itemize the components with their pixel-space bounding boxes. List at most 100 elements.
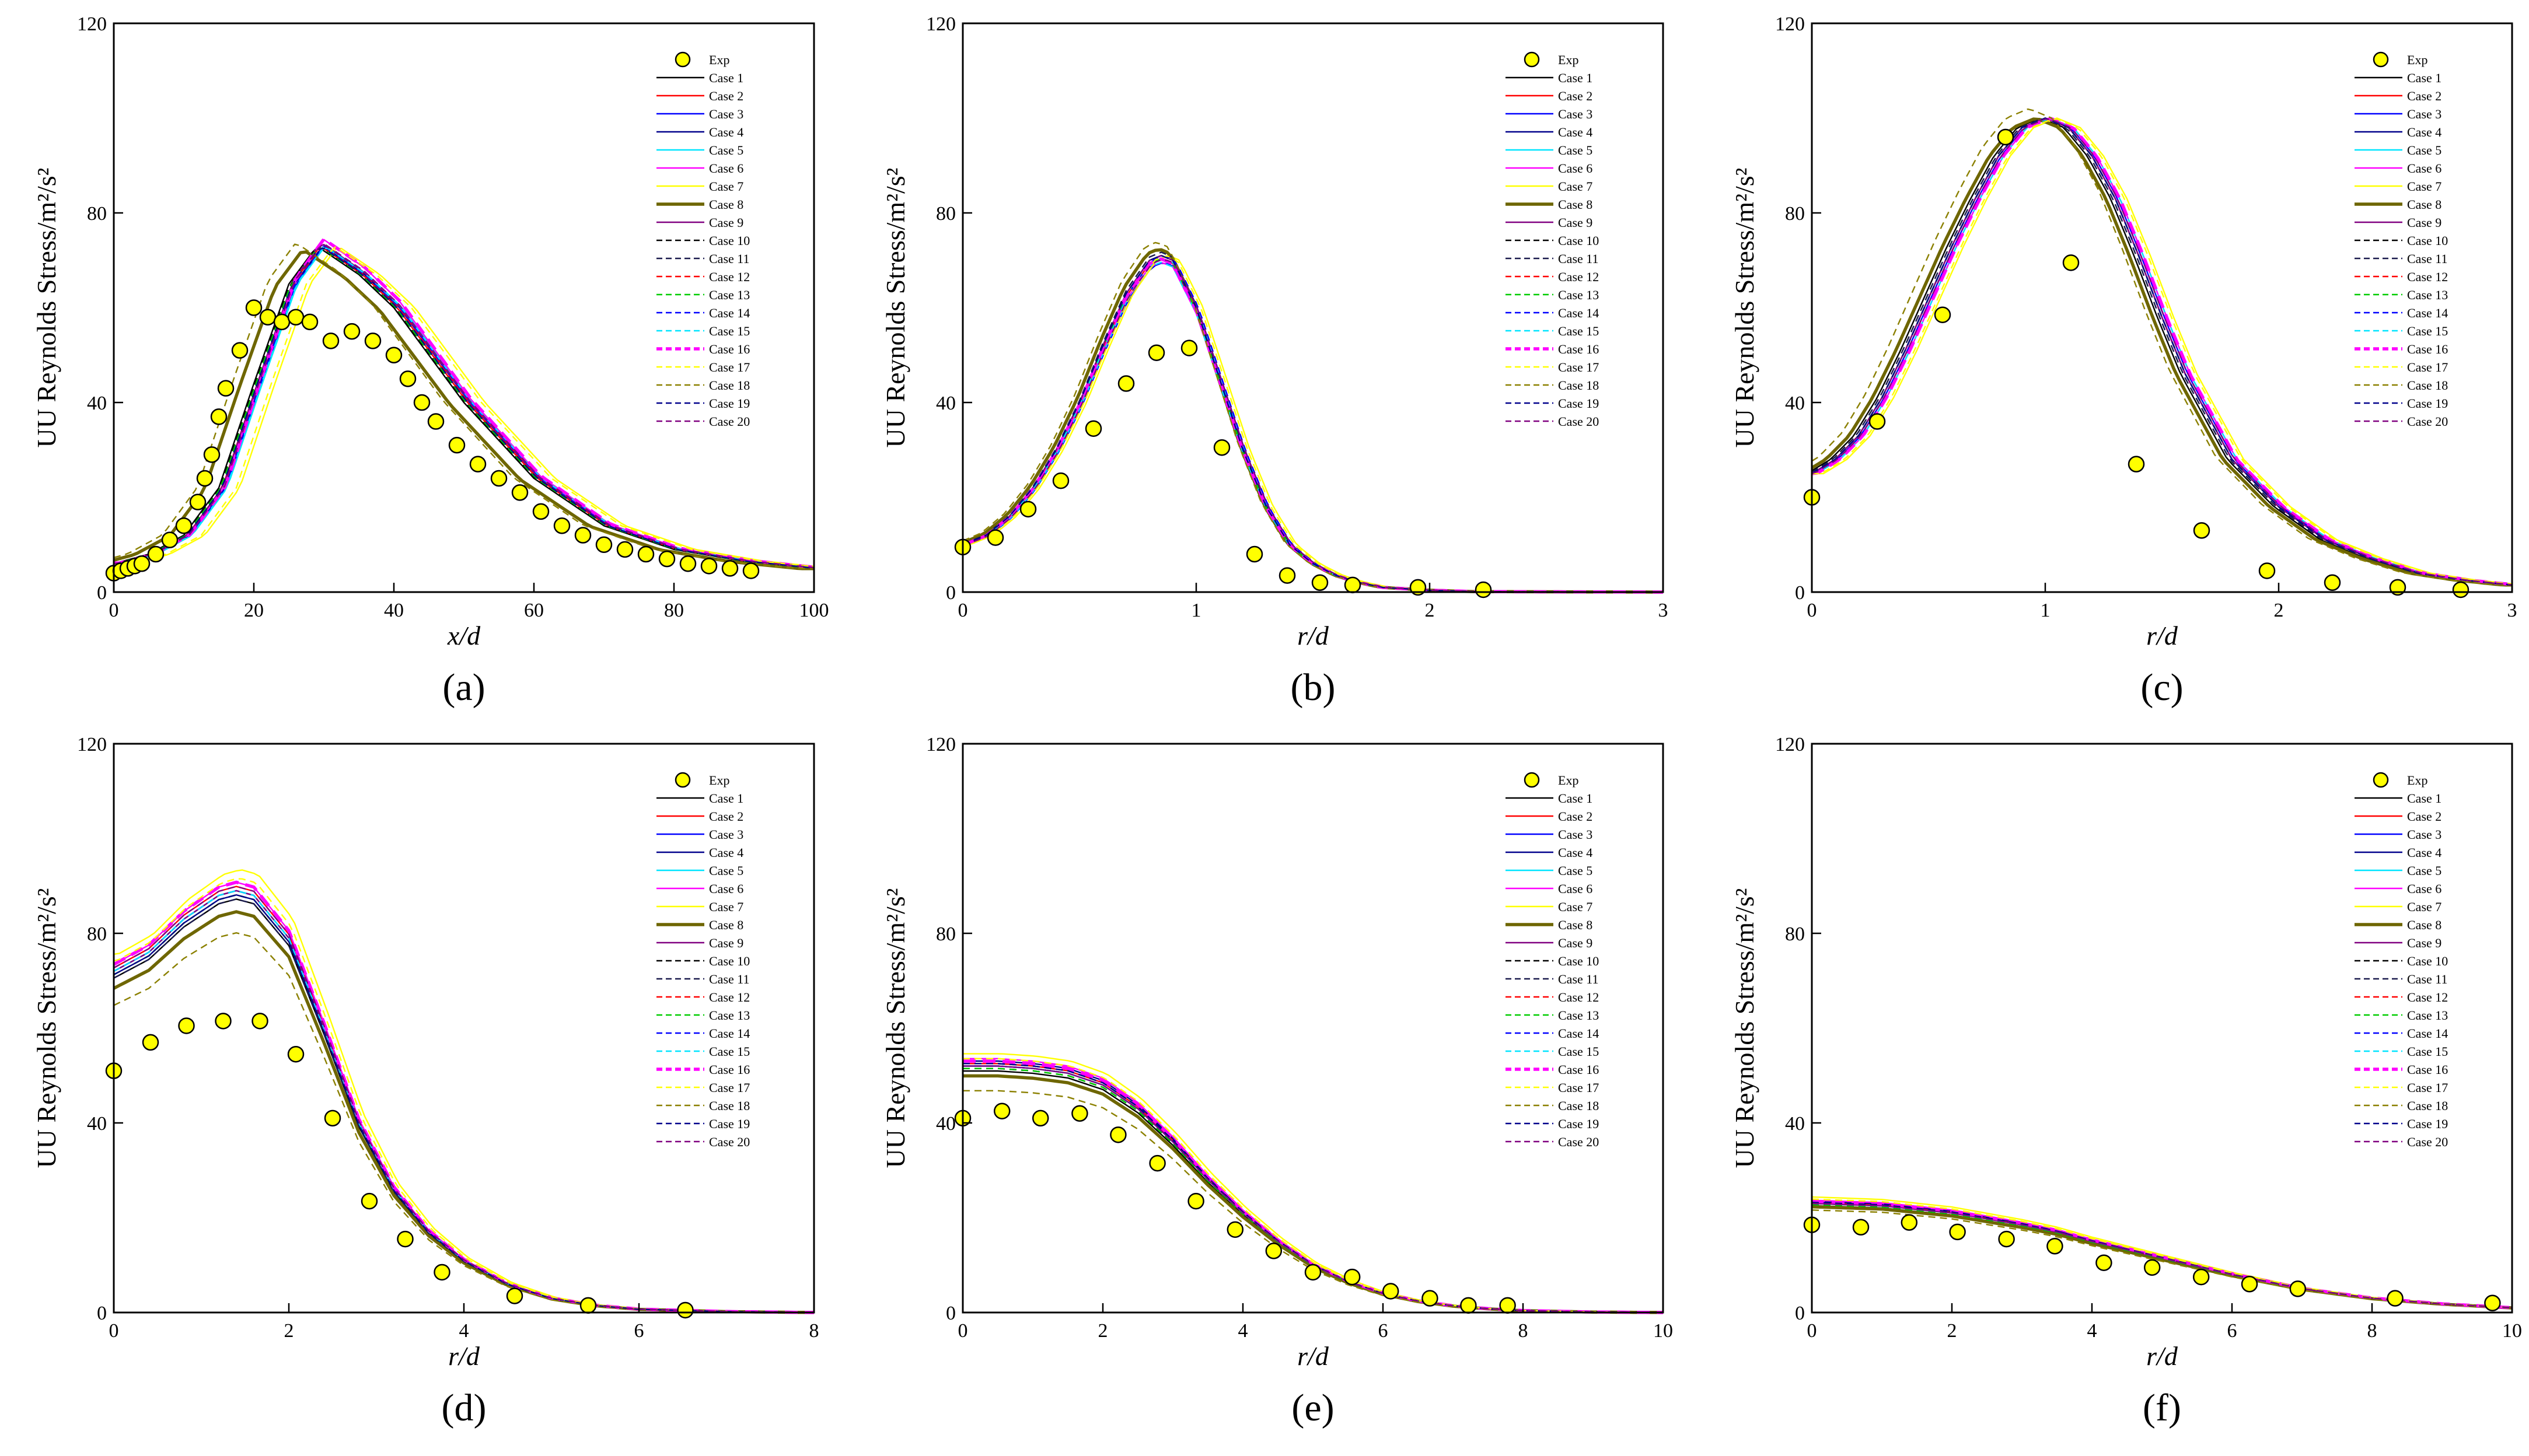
y-tick-label: 40: [936, 1113, 956, 1135]
legend-label: Case 5: [709, 863, 743, 878]
exp-data-point: [1279, 567, 1296, 584]
legend-label: Exp: [1558, 52, 1578, 67]
y-tick-label: 120: [926, 13, 956, 35]
exp-data-point: [322, 332, 340, 349]
exp-data-point: [553, 517, 571, 534]
legend-label: Case 8: [1558, 918, 1592, 932]
legend-label: Case 17: [1558, 1080, 1599, 1095]
legend-label: Case 5: [1558, 863, 1592, 878]
exp-data-point: [434, 1264, 450, 1281]
x-tick-label: 20: [244, 600, 264, 621]
legend-label: Case 4: [1558, 845, 1592, 860]
exp-data-point: [189, 494, 207, 510]
y-tick-label: 0: [1795, 1303, 1805, 1324]
series-line-case-19: [113, 247, 815, 569]
legend-label: Case 14: [2407, 1026, 2448, 1041]
exp-data-point: [506, 1287, 523, 1304]
legend-label: Case 13: [709, 288, 750, 302]
legend-label: Case 9: [2407, 936, 2441, 950]
exp-data-point: [2143, 1259, 2161, 1276]
exp-data-point: [147, 545, 165, 563]
legend-label: Case 11: [1558, 251, 1598, 266]
x-tick-label: 100: [799, 600, 829, 621]
exp-data-point: [1110, 1126, 1127, 1143]
legend-label: Case 19: [1558, 396, 1599, 411]
exp-data-point: [1187, 1192, 1204, 1210]
exp-data-point: [490, 470, 508, 487]
y-tick-label: 80: [87, 923, 107, 945]
exp-data-point: [532, 503, 550, 520]
axes-frame: [1811, 743, 2513, 1314]
axes-frame: [113, 22, 815, 593]
legend-exp-marker: [1524, 51, 1540, 68]
legend-label: Case 6: [2407, 161, 2441, 176]
exp-data-point: [987, 529, 1004, 546]
legend-label: Case 10: [2407, 233, 2448, 248]
legend-label: Case 19: [709, 1116, 750, 1131]
legend-label: Case 15: [709, 1044, 750, 1059]
legend-exp-marker: [675, 51, 691, 68]
legend: Exp Case 1 Case 2 Case 3 Case 4 Case 5 Case 6 C…: [2355, 51, 2448, 429]
exp-data-point: [361, 1192, 378, 1210]
chart-panel-a: 0 20 40 60 80 100 0 40 80 120 x/d UU Reynolds Stres…: [32, 13, 829, 709]
x-tick-label: 8: [1518, 1320, 1528, 1342]
series-line-case-18: [1811, 1209, 2513, 1309]
exp-data-point: [251, 1013, 268, 1030]
exp-data-point: [1421, 1290, 1438, 1307]
legend-label: Case 12: [2407, 990, 2448, 1005]
exp-data-point: [203, 446, 221, 463]
exp-data-point: [742, 562, 760, 579]
exp-data-point: [1934, 306, 1951, 323]
exp-data-point: [721, 560, 739, 577]
exp-data-point: [1998, 1230, 2015, 1248]
legend-label: Case 10: [709, 233, 750, 248]
x-tick-label: 0: [958, 600, 968, 621]
x-tick-label: 10: [1653, 1320, 1673, 1342]
legend-label: Case 3: [709, 827, 743, 842]
x-tick-label: 0: [958, 1320, 968, 1342]
legend-label: Case 14: [709, 1026, 750, 1041]
series-line-case-17: [114, 246, 815, 568]
panel-label: (d): [442, 1387, 487, 1429]
legend-label: Case 18: [2407, 1098, 2448, 1113]
series-line-case-8: [1811, 117, 2512, 587]
panel-label: (f): [2143, 1387, 2181, 1429]
y-tick-label: 0: [97, 1303, 107, 1324]
legend-label: Case 9: [1558, 215, 1592, 230]
legend-label: Case 9: [2407, 215, 2441, 230]
exp-data-point: [2452, 581, 2469, 598]
legend-label: Case 19: [1558, 1116, 1599, 1131]
series-line-case-13: [113, 246, 815, 569]
x-tick-label: 40: [384, 600, 404, 621]
legend-label: Case 7: [2407, 179, 2441, 194]
legend-label: Case 19: [2407, 396, 2448, 411]
legend: Exp Case 1 Case 2 Case 3 Case 4 Case 5 Case 6 C…: [1505, 772, 1599, 1149]
legend-label: Case 14: [1558, 1026, 1599, 1041]
legend-label: Case 4: [1558, 125, 1592, 139]
legend-label: Case 12: [2407, 270, 2448, 284]
legend-label: Case 17: [2407, 360, 2448, 374]
y-tick-label: 40: [87, 1113, 107, 1135]
legend: Exp Case 1 Case 2 Case 3 Case 4 Case 5 Case 6 C…: [1505, 51, 1599, 429]
y-tick-label: 120: [926, 734, 956, 755]
x-tick-label: 4: [459, 1320, 469, 1342]
legend-label: Case 18: [709, 1098, 750, 1113]
legend-label: Case 20: [709, 414, 750, 429]
exp-data-point: [1019, 501, 1037, 518]
legend-label: Case 2: [1558, 809, 1592, 824]
exp-data-point: [2387, 1290, 2404, 1307]
series-line-case-16: [114, 237, 815, 569]
legend-label: Case 10: [709, 954, 750, 968]
y-axis-label: UU Reynolds Stress/m²/s²: [881, 168, 910, 448]
y-axis-label: UU Reynolds Stress/m²/s²: [881, 888, 910, 1168]
panel-label: (b): [1291, 666, 1336, 709]
legend-exp-marker: [2373, 772, 2389, 788]
legend-label: Case 5: [1558, 143, 1592, 158]
x-tick-label: 60: [524, 600, 544, 621]
legend-label: Case 15: [709, 324, 750, 338]
exp-data-point: [385, 346, 403, 363]
legend-exp-marker: [675, 772, 691, 788]
legend-label: Case 6: [1558, 881, 1592, 896]
y-axis-label: UU Reynolds Stress/m²/s²: [32, 168, 61, 448]
